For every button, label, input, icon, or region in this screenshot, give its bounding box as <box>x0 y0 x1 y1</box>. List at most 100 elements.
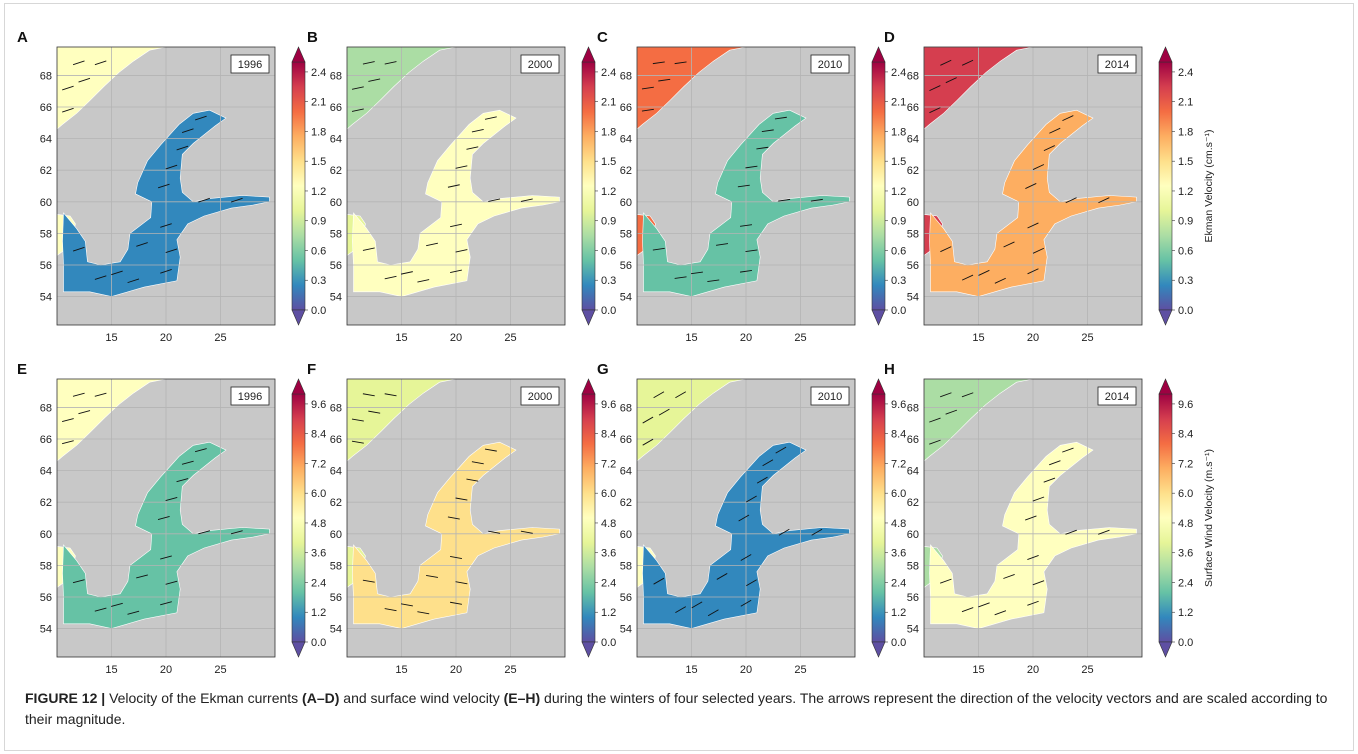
y-tick-label: 60 <box>620 529 632 541</box>
velocity-arrow <box>520 198 533 202</box>
velocity-arrow <box>78 410 91 415</box>
velocity-arrow <box>746 579 757 587</box>
y-tick-label: 66 <box>620 102 632 114</box>
velocity-arrow <box>775 446 787 454</box>
velocity-arrow <box>1032 496 1045 502</box>
velocity-arrow <box>417 279 430 283</box>
velocity-arrow <box>384 608 397 612</box>
colorbar-tick-label: 0.9 <box>311 216 326 228</box>
velocity-arrow <box>157 516 170 520</box>
velocity-arrow <box>160 223 172 228</box>
y-tick-label: 54 <box>330 292 342 304</box>
colorbar <box>871 393 886 643</box>
velocity-arrow <box>61 418 74 423</box>
y-tick-label: 68 <box>907 402 919 414</box>
caption-text-2: and surface wind velocity <box>343 690 500 706</box>
velocity-arrow <box>176 145 189 151</box>
y-tick-label: 56 <box>907 592 919 604</box>
colorbar-max-extend <box>581 378 596 395</box>
y-tick-label: 60 <box>907 529 919 541</box>
colorbar-tick-label: 4.8 <box>1178 518 1193 530</box>
colorbar-tick-label: 9.6 <box>1178 399 1193 411</box>
velocity-arrow <box>176 478 189 483</box>
panel-d: 54 56 58 60 62 64 66 68 15 20 25 D 2014 0.0 0.3 0.6 0.9 1… <box>884 29 1215 344</box>
velocity-arrow <box>978 269 990 276</box>
x-tick-label: 25 <box>1081 664 1093 676</box>
velocity-arrow <box>450 269 462 273</box>
velocity-arrow <box>351 86 364 90</box>
colorbar-max-extend <box>291 378 306 395</box>
velocity-arrow <box>400 603 413 607</box>
velocity-arrow <box>1049 460 1061 466</box>
velocity-arrow <box>739 224 753 227</box>
velocity-arrow <box>675 391 687 399</box>
velocity-arrow <box>1065 529 1077 535</box>
y-tick-label: 68 <box>330 70 342 82</box>
y-tick-label: 54 <box>330 624 342 636</box>
velocity-arrow <box>195 115 207 121</box>
year-box <box>520 386 560 406</box>
velocity-arrow <box>94 60 107 66</box>
velocity-arrow <box>1065 197 1077 204</box>
velocity-arrow <box>160 555 172 560</box>
velocity-arrow <box>384 393 397 397</box>
year-label: 2010 <box>818 59 842 71</box>
colorbar-tick-label: 1.2 <box>601 607 616 619</box>
velocity-arrow <box>160 269 172 274</box>
year-box <box>810 386 850 406</box>
velocity-arrow <box>447 516 460 520</box>
colorbar-min-extend <box>581 641 596 658</box>
y-tick-label: 60 <box>330 197 342 209</box>
y-tick-label: 68 <box>620 402 632 414</box>
colorbar-tick-label: 4.8 <box>601 518 616 530</box>
y-tick-label: 56 <box>620 260 632 272</box>
velocity-arrow <box>127 610 140 615</box>
velocity-arrow <box>740 554 752 561</box>
colorbar-tick-label: 1.8 <box>601 126 616 138</box>
y-tick-label: 64 <box>330 466 342 478</box>
velocity-arrow <box>1043 477 1056 483</box>
colorbar-tick-label: 4.8 <box>311 518 326 530</box>
map-frame <box>636 378 856 658</box>
colorbar <box>1158 61 1173 311</box>
velocity-arrow <box>72 579 85 584</box>
colorbar-tick-label: 1.5 <box>891 156 906 168</box>
x-tick-label: 20 <box>160 332 172 344</box>
panel-f: 54 56 58 60 62 64 66 68 15 20 25 F 2000 0.0 1.2 2.4 3.6 4… <box>307 361 616 676</box>
velocity-arrow <box>1043 145 1055 152</box>
colorbar <box>291 61 306 311</box>
x-tick-label: 25 <box>214 664 226 676</box>
colorbar-tick-label: 0.0 <box>601 637 616 649</box>
x-tick-label: 20 <box>740 332 752 344</box>
colorbar-tick-label: 9.6 <box>891 399 906 411</box>
y-tick-label: 66 <box>907 434 919 446</box>
colorbar-min-extend <box>291 641 306 658</box>
panel-letter: A <box>17 29 28 46</box>
velocity-arrow <box>426 574 439 578</box>
velocity-arrow <box>1027 555 1039 560</box>
x-tick-label: 20 <box>450 332 462 344</box>
x-tick-label: 20 <box>1027 332 1039 344</box>
panel-h: 54 56 58 60 62 64 66 68 15 20 25 H 2014 0.0 1.2 2.4 3.6 4… <box>884 361 1215 676</box>
colorbar-tick-label: 1.2 <box>891 186 906 198</box>
colorbar <box>1158 393 1173 643</box>
map-frame <box>636 46 856 326</box>
velocity-arrow <box>362 247 375 251</box>
x-tick-label: 20 <box>1027 664 1039 676</box>
velocity-arrow <box>690 271 703 275</box>
colorbar-min-extend <box>1158 309 1173 326</box>
y-tick-label: 64 <box>907 466 919 478</box>
year-box <box>1097 54 1137 74</box>
y-tick-label: 58 <box>907 560 919 572</box>
colorbar-tick-label: 1.2 <box>1178 607 1193 619</box>
colorbar-tick-label: 0.0 <box>1178 637 1193 649</box>
velocity-arrow <box>94 607 107 612</box>
velocity-arrow <box>978 602 990 608</box>
velocity-arrow <box>929 85 941 92</box>
velocity-arrow <box>455 497 468 501</box>
y-tick-label: 58 <box>330 228 342 240</box>
colorbar-tick-label: 8.4 <box>311 429 326 441</box>
y-tick-label: 64 <box>907 134 919 146</box>
y-tick-label: 54 <box>620 624 632 636</box>
year-box <box>1097 386 1137 406</box>
